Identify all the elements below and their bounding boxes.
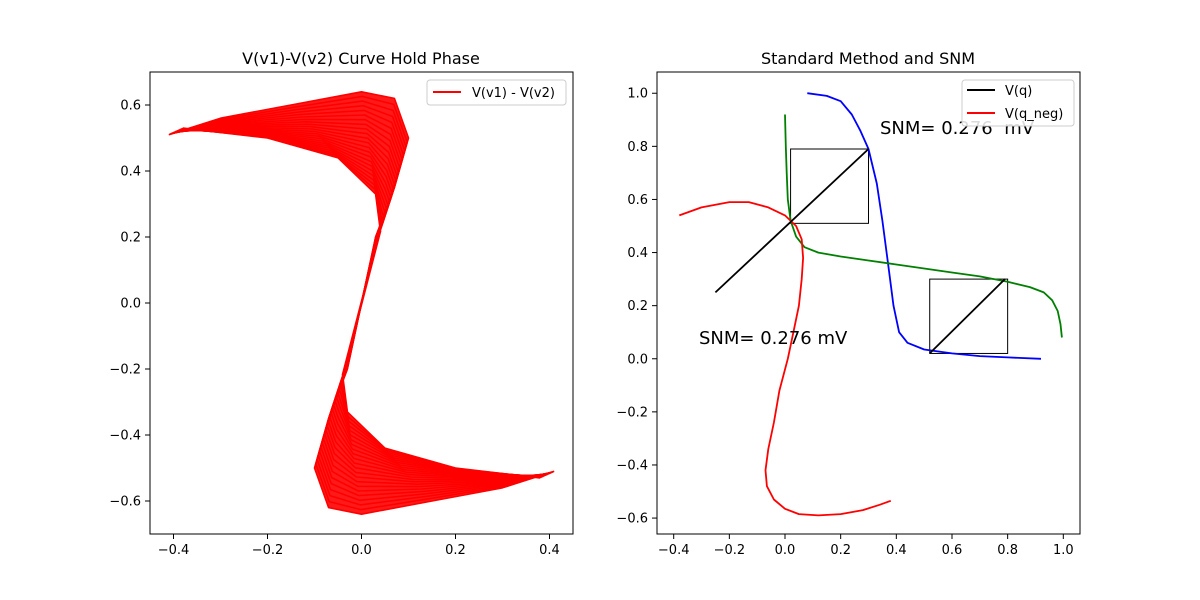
y-tick-label: 0.0 [627,352,648,367]
chart-right-y-ticks: −0.6 −0.4 −0.2 0.0 0.2 0.4 0.6 0.8 1.0 [616,87,657,527]
chart-right-frame [656,71,1081,535]
chart-right-plot-area [678,92,1063,517]
chart-left: V(v1)-V(v2) Curve Hold Phase −0.4 −0.2 0.0… [109,49,574,558]
series-v1-v2-center [341,230,382,376]
x-tick-label: 0.4 [539,543,560,558]
chart-left-x-ticks: −0.4 −0.2 0.0 0.2 0.4 [158,534,560,558]
x-tick-label: 0.2 [830,543,851,558]
x-tick-label: 0.0 [351,543,372,558]
chart-right-x-ticks: −0.4 −0.2 0.0 0.2 0.4 0.6 0.8 1.0 [658,534,1074,558]
chart-left-legend-label: V(v1) - V(v2) [472,86,555,101]
snm-annotation-lower: SNM= 0.276 mV [699,328,848,349]
chart-left-legend: V(v1) - V(v2) [426,79,567,106]
chart-right-legend-label-vq: V(q) [1005,84,1032,99]
snm-box-2 [929,278,1009,354]
x-tick-label: 0.4 [886,543,907,558]
series-green [784,114,1063,338]
chart-left-y-ticks: −0.6 −0.4 −0.2 0.0 0.2 0.4 0.6 [109,99,150,510]
series-black-diag-2 [929,278,1006,355]
x-tick-label: 0.2 [445,543,466,558]
y-tick-label: 0.6 [627,193,648,208]
y-tick-label: −0.6 [616,512,648,527]
series-v1-v2-lower-band [314,369,555,515]
y-tick-label: −0.4 [109,429,141,444]
x-tick-label: 0.8 [997,543,1018,558]
y-tick-label: −0.2 [616,405,648,420]
y-tick-label: 0.2 [627,299,648,314]
chart-right-legend-box [961,79,1075,127]
y-tick-label: 0.6 [120,99,141,114]
series-red [678,201,892,517]
y-tick-label: 0.8 [627,140,648,155]
y-tick-label: 0.2 [120,231,141,246]
series-black [714,148,870,294]
x-tick-label: −0.4 [658,543,690,558]
y-tick-label: −0.6 [109,495,141,510]
x-tick-label: −0.2 [714,543,746,558]
chart-right-title: Standard Method and SNM [761,49,975,68]
y-tick-label: 1.0 [627,87,648,102]
chart-left-legend-box [426,79,567,106]
chart-right-legend: V(q) V(q_neg) [961,79,1075,127]
x-tick-label: 1.0 [1053,543,1074,558]
x-tick-label: 0.6 [942,543,963,558]
chart-right: Standard Method and SNM −0.4 −0.2 0.0 0.2 0.… [616,49,1081,558]
chart-right-legend-label-vqneg: V(q_neg) [1005,107,1063,122]
chart-left-plot-area [168,91,555,515]
x-tick-label: −0.4 [158,543,190,558]
y-tick-label: 0.4 [120,165,141,180]
y-tick-label: −0.4 [616,458,648,473]
snm-box-1 [790,148,869,224]
x-tick-label: 0.0 [775,543,796,558]
series-v1-v2-upper-band [168,91,409,237]
chart-left-title: V(v1)-V(v2) Curve Hold Phase [242,49,480,68]
x-tick-label: −0.2 [252,543,284,558]
y-tick-label: 0.0 [120,297,141,312]
y-tick-label: 0.4 [627,246,648,261]
y-tick-label: −0.2 [109,363,141,378]
